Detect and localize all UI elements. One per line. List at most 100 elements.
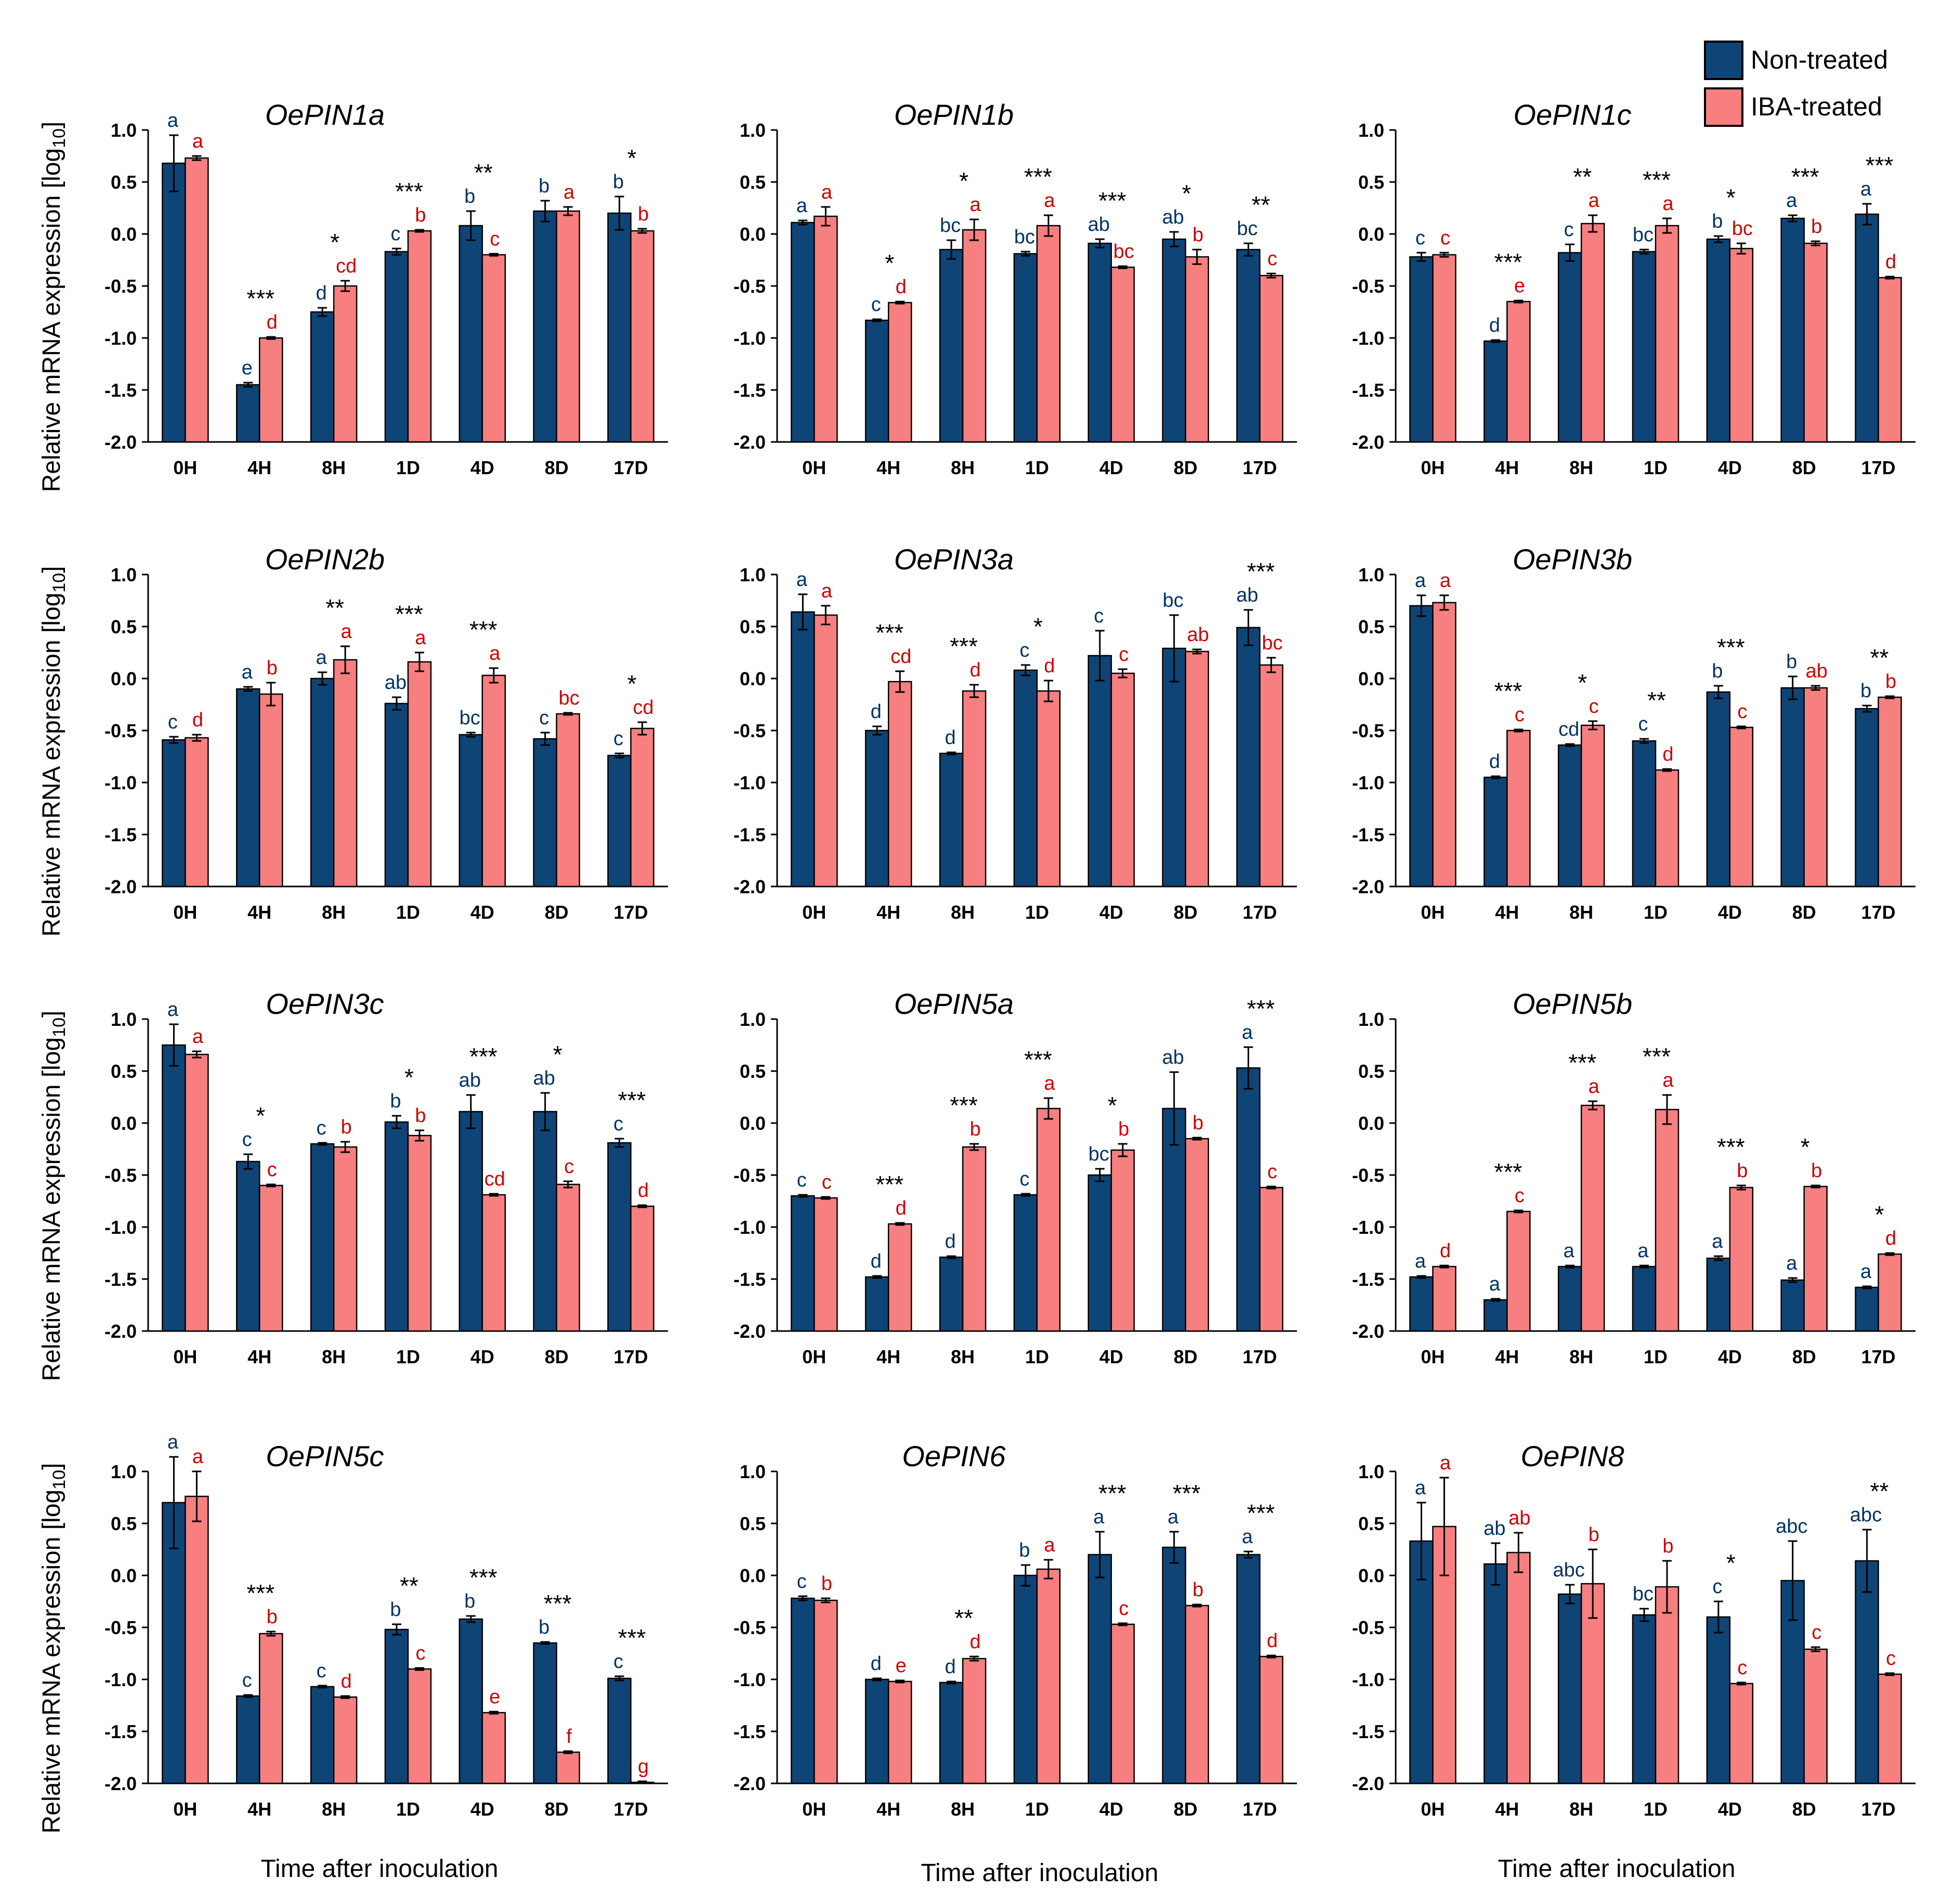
y-tick-label: -1.0 [1352, 772, 1384, 793]
x-tick-label: 4H [1495, 902, 1519, 923]
letter-non-treated: d [945, 1231, 956, 1253]
x-tick-label: 4D [470, 902, 494, 923]
y-tick-label: 1.0 [111, 1461, 137, 1482]
significance-stars: * [1801, 1133, 1810, 1160]
significance-stars: *** [1247, 1499, 1275, 1527]
bar-iba-1D [407, 661, 432, 888]
significance-stars: *** [1494, 1158, 1522, 1185]
letter-iba-treated: d [896, 1197, 907, 1219]
letter-iba-treated: d [192, 709, 203, 731]
bar-non-4D [458, 1618, 483, 1784]
letter-iba-treated: c [564, 1156, 574, 1178]
y-tick-label: -1.5 [733, 824, 766, 845]
x-tick-label: 8D [545, 1346, 569, 1367]
x-tick-label: 1D [1025, 1798, 1049, 1820]
bar-non-4H [865, 1276, 889, 1332]
x-axis-label: Time after inoculation [921, 1859, 1158, 1887]
letter-iba-treated: cd [890, 646, 911, 668]
y-tick-label: 1.0 [740, 1461, 766, 1482]
bar-iba-17D [1259, 1655, 1283, 1784]
bar-iba-17D [1259, 664, 1283, 888]
bar-iba-1D [407, 1668, 432, 1784]
letter-iba-treated: b [1118, 1118, 1129, 1140]
letter-iba-treated: cd [633, 697, 654, 719]
bar-non-4D [458, 1111, 483, 1332]
letter-iba-treated: d [638, 1180, 649, 1202]
letter-non-treated: a [1093, 1506, 1105, 1528]
bar-iba-0H [185, 737, 209, 888]
x-tick-label: 17D [1243, 902, 1277, 923]
letter-non-treated: c [168, 711, 178, 733]
significance-stars: *** [469, 1043, 497, 1070]
bar-non-4H [865, 319, 889, 443]
y-tick-label: -0.5 [733, 720, 766, 741]
bar-iba-8H [333, 659, 358, 888]
bar-non-17D [1236, 249, 1261, 443]
letter-non-treated: c [871, 294, 881, 316]
x-tick-label: 8D [1174, 1798, 1198, 1820]
bar-non-0H [162, 1502, 186, 1784]
bar-non-17D [1855, 1560, 1879, 1784]
x-tick-label: 4D [470, 457, 494, 478]
bar-non-4H [236, 688, 260, 888]
panel-title: OePIN3c [266, 987, 384, 1020]
bar-iba-17D [1878, 696, 1902, 888]
significance-stars: * [959, 167, 968, 194]
bar-non-8H [310, 1143, 335, 1332]
x-tick-label: 17D [1861, 1798, 1896, 1820]
x-tick-label: 8H [322, 902, 346, 923]
significance-stars: ** [1647, 687, 1666, 714]
x-tick-label: 0H [802, 1798, 826, 1820]
bar-iba-17D [1878, 277, 1902, 443]
letter-non-treated: d [871, 701, 882, 723]
bar-non-8H [1557, 252, 1582, 443]
letter-iba-treated: b [1192, 1112, 1203, 1134]
letter-iba-treated: b [1811, 216, 1822, 238]
bar-non-0H [791, 221, 815, 443]
significance-stars: * [885, 250, 894, 277]
letter-non-treated: c [1638, 713, 1648, 735]
bar-iba-4D [481, 254, 506, 443]
x-tick-label: 8H [1569, 457, 1593, 478]
letter-non-treated: a [1564, 1240, 1575, 1262]
bar-non-4D [1087, 1554, 1112, 1784]
x-tick-label: 4D [1718, 902, 1742, 923]
letter-non-treated: a [1415, 1477, 1426, 1499]
bar-non-8D [1780, 1279, 1805, 1332]
letter-iba-treated: bc [1732, 218, 1753, 240]
significance-stars: *** [1024, 1046, 1052, 1073]
x-tick-label: 8H [322, 1798, 346, 1820]
letter-non-treated: bc [1633, 1583, 1654, 1605]
bar-iba-8H [333, 1146, 358, 1332]
letter-non-treated: b [1712, 211, 1723, 232]
x-tick-label: 0H [1421, 1798, 1445, 1820]
significance-stars: *** [246, 1580, 274, 1607]
bar-iba-8H [962, 1658, 987, 1784]
x-tick-label: 4H [876, 902, 900, 923]
letter-iba-treated: cd [484, 1168, 505, 1190]
bar-non-4H [236, 384, 260, 443]
bar-iba-8D [1185, 256, 1209, 443]
letter-iba-treated: e [489, 1686, 500, 1708]
y-tick-label: 1.0 [111, 120, 137, 141]
letter-iba-treated: c [1737, 701, 1747, 723]
y-tick-label: -0.5 [1352, 1617, 1384, 1638]
letter-non-treated: c [613, 728, 623, 750]
bar-non-1D [1013, 1574, 1038, 1784]
bar-non-8H [310, 1686, 335, 1784]
y-axis-label: Relative mRNA expression [log10] [38, 122, 69, 492]
bar-iba-0H [814, 614, 838, 888]
bar-iba-17D [1259, 1186, 1283, 1332]
letter-non-treated: c [1564, 219, 1574, 241]
y-tick-label: -2.0 [104, 432, 137, 453]
y-tick-label: -2.0 [733, 1773, 766, 1794]
x-tick-label: 0H [802, 457, 826, 478]
letter-iba-treated: a [489, 643, 501, 664]
y-axis-label-close: ] [38, 122, 65, 128]
significance-stars: *** [1791, 163, 1819, 190]
letter-iba-treated: a [1662, 1070, 1674, 1091]
x-tick-label: 8D [545, 457, 569, 478]
letter-iba-treated: bc [559, 687, 580, 709]
